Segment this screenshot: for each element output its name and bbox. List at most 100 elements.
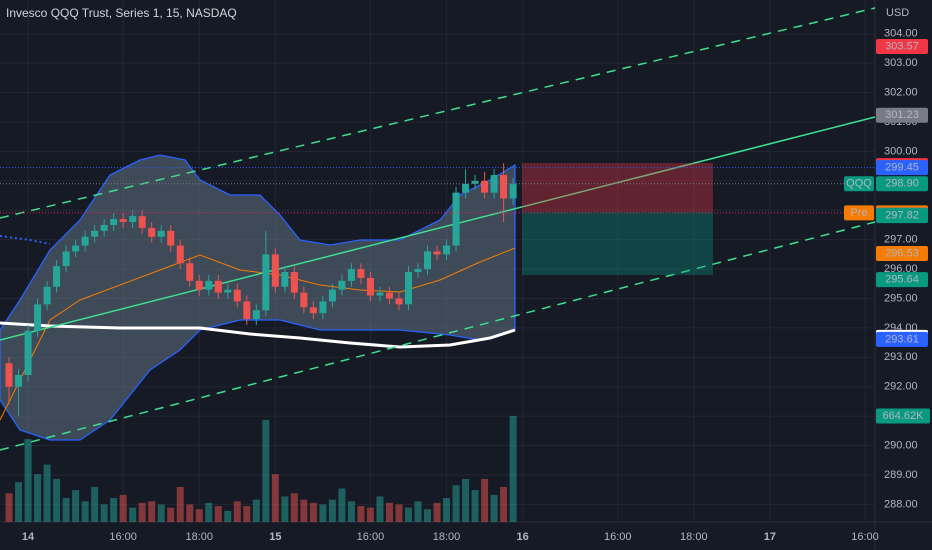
candle-body xyxy=(148,227,156,237)
y-tick-label: 295.00 xyxy=(884,292,918,304)
candle-body xyxy=(509,183,517,199)
volume-bar xyxy=(424,509,432,522)
volume-bar xyxy=(481,478,489,522)
volume-bar xyxy=(43,464,51,522)
volume-bar xyxy=(129,507,137,522)
candle-body xyxy=(91,230,99,237)
candle-body xyxy=(186,263,194,281)
ma-blue xyxy=(0,235,51,245)
price-tag: QQQ xyxy=(846,178,872,190)
candle-body xyxy=(414,269,422,273)
candle-body xyxy=(43,286,51,305)
candle-body xyxy=(195,280,203,290)
volume-bar xyxy=(252,499,260,522)
ma-orange xyxy=(0,247,516,421)
candle-body xyxy=(462,183,470,193)
volume-bar xyxy=(338,488,346,522)
volume-bar xyxy=(452,485,460,522)
candle-body xyxy=(15,374,23,387)
candle-body xyxy=(471,180,479,184)
y-tick-label: 297.00 xyxy=(884,234,918,246)
candle-body xyxy=(5,363,13,387)
candle-body xyxy=(328,289,336,302)
channel-lower xyxy=(0,221,876,451)
price-tag: Pre xyxy=(850,207,867,219)
volume-label-box xyxy=(876,408,930,424)
x-tick-label: 15 xyxy=(269,531,281,543)
x-tick-label: 16:00 xyxy=(357,531,385,543)
bollinger-band xyxy=(0,154,516,441)
x-tick-label: 17 xyxy=(764,531,776,543)
y-tick-label: 292.00 xyxy=(884,381,918,393)
price-label-box xyxy=(876,107,928,123)
y-tick-label: 296.00 xyxy=(884,263,918,275)
position-stop xyxy=(522,163,713,212)
x-tick-label: 18:00 xyxy=(433,531,461,543)
candle-body xyxy=(443,245,451,255)
x-tick-label: 16 xyxy=(516,531,528,543)
candle-body xyxy=(34,304,42,331)
price-label-box xyxy=(876,160,928,176)
volume-bar xyxy=(100,504,108,522)
price-label-box xyxy=(876,208,928,224)
volume-bar xyxy=(24,439,32,522)
candle-body xyxy=(252,310,260,320)
candle-body xyxy=(24,330,32,375)
volume-bar xyxy=(205,502,213,522)
y-tick-label: 303.00 xyxy=(884,57,918,69)
price-labels: 303.57301.23299.52299.45298.90QQQ297.91P… xyxy=(0,38,930,424)
volume-bar xyxy=(509,416,517,522)
volume-bar xyxy=(414,501,422,522)
volume-bar xyxy=(433,502,441,522)
volume-bar xyxy=(404,507,412,522)
volume-bar xyxy=(300,499,308,522)
x-tick-label: 18:00 xyxy=(185,531,213,543)
candle-body xyxy=(452,192,460,246)
y-tick-label: 300.00 xyxy=(884,145,918,157)
volume-bar xyxy=(500,486,508,522)
volume-bar xyxy=(319,504,327,522)
candle-body xyxy=(357,269,365,278)
position-target xyxy=(522,212,713,275)
volume-bar xyxy=(376,496,384,522)
volume-bar xyxy=(138,502,146,522)
volume-bar xyxy=(91,486,99,522)
price-label: 297.82 xyxy=(885,209,919,221)
candle-body xyxy=(214,280,222,293)
price-label-box xyxy=(876,272,928,288)
volume-bar xyxy=(243,506,251,522)
candle-body xyxy=(62,251,70,267)
candle-body xyxy=(490,174,498,193)
x-tick-label: 16:00 xyxy=(109,531,137,543)
candles xyxy=(5,163,517,417)
volume-bar xyxy=(271,474,279,522)
price-label: 298.90 xyxy=(885,178,919,190)
ma-white xyxy=(0,321,516,349)
volume-bar xyxy=(53,478,61,522)
volume-bar xyxy=(462,478,470,522)
candle-body xyxy=(129,216,137,223)
volume-bar xyxy=(357,506,365,522)
candle-body xyxy=(300,292,308,308)
price-label: 299.45 xyxy=(885,162,919,174)
y-tick-label: 304.00 xyxy=(884,28,918,40)
volume-bar xyxy=(443,498,451,522)
y-tick-label: 290.00 xyxy=(884,439,918,451)
x-tick-label: 16:00 xyxy=(851,531,879,543)
candle-body xyxy=(347,269,355,281)
candle-body xyxy=(385,292,393,299)
candle-body xyxy=(481,180,489,193)
candle-body xyxy=(233,289,241,302)
volume-bar xyxy=(224,510,232,522)
volume-bar xyxy=(195,509,203,522)
y-tick-label: 289.00 xyxy=(884,469,918,481)
volume-bar xyxy=(347,501,355,522)
candle-body xyxy=(319,301,327,314)
volume-bar xyxy=(62,498,70,522)
candle-body xyxy=(433,251,441,255)
volume-bar xyxy=(385,502,393,522)
y-tick-label: 293.00 xyxy=(884,351,918,363)
price-label-box xyxy=(876,331,928,347)
x-tick-label: 14 xyxy=(22,531,35,543)
price-label-box xyxy=(876,38,928,54)
